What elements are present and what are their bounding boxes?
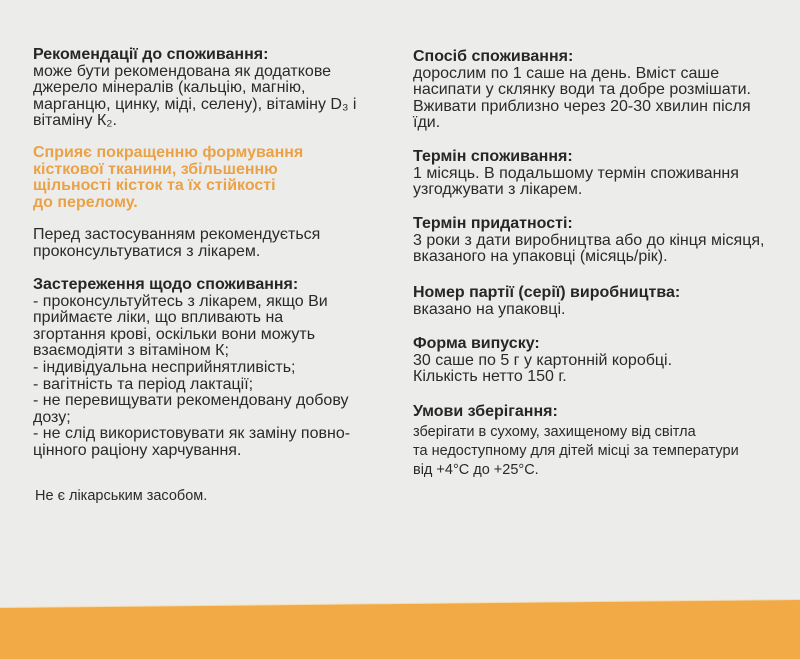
highlight-claim: Сприяє покращенню формування кісткової т…: [33, 144, 304, 211]
batch-section: Номер партії (серії) виробництва: вказан…: [413, 284, 681, 318]
text-line: взаємодіяти з вітаміном К;: [33, 342, 229, 360]
text-line: 3 роки з дати виробництва або до кінця м…: [413, 231, 765, 249]
recommendations-section: Рекомендації до споживання: може бути ре…: [33, 46, 357, 130]
text-line: цінного раціону харчування.: [33, 441, 242, 459]
storage-heading: Умови зберігання:: [413, 403, 558, 420]
duration-heading: Термін споживання:: [413, 148, 573, 165]
storage-section: Умови зберігання: зберігати в сухому, за…: [413, 403, 739, 480]
text-line: вказано на упаковці.: [413, 300, 566, 318]
text-line: дорослим по 1 саше на день. Вміст саше: [413, 64, 720, 82]
text-line: марганцю, цинку, міді, селену), вітаміну…: [33, 95, 357, 113]
duration-section: Термін споживання: 1 місяць. В подальшом…: [413, 148, 739, 199]
text-line: проконсультуватися з лікарем.: [33, 242, 261, 260]
text-line: до перелому.: [33, 193, 138, 211]
shelf-life-heading: Термін придатності:: [413, 215, 573, 232]
text-line: вказаного на упаковці (місяць/рік).: [413, 248, 668, 266]
text-line: Кількість нетто 150 г.: [413, 368, 567, 386]
usage-heading: Спосіб споживання:: [413, 48, 574, 65]
text-line: Сприяє покращенню формування: [33, 144, 304, 161]
text-line: дозу;: [33, 408, 71, 426]
text-line: Перед застосуванням рекомендується: [33, 226, 321, 243]
shelf-life-section: Термін придатності: 3 роки з дати виробн…: [413, 215, 765, 266]
text-line: - індивідуальна несприйнятливість;: [33, 358, 296, 376]
usage-section: Спосіб споживання: дорослим по 1 саше на…: [413, 48, 751, 132]
text-line: вітаміну К₂.: [33, 112, 117, 130]
text-line: від +4°C до +25°C.: [413, 461, 539, 478]
text-line: зберігати в сухому, захищеному від світл…: [413, 423, 696, 440]
text-line: кісткової тканини, збільшенню: [33, 160, 278, 178]
text-line: - не перевищувати рекомендовану добову: [33, 392, 349, 410]
text-line: - не слід використовувати як заміну повн…: [33, 425, 351, 443]
text-line: та недоступному для дітей місці за темпе…: [413, 442, 739, 459]
text-line: - вагітність та період лактації;: [33, 375, 254, 393]
text-line: їди.: [413, 114, 441, 132]
form-section: Форма випуску: 30 саше по 5 г у картонні…: [413, 335, 673, 386]
text-line: - проконсультуйтесь з лікарем, якщо Ви: [33, 292, 328, 310]
batch-heading: Номер партії (серії) виробництва:: [413, 284, 681, 301]
form-heading: Форма випуску:: [413, 335, 540, 352]
warnings-heading: Застереження щодо споживання:: [33, 276, 299, 293]
consult-note: Перед застосуванням рекомендується проко…: [33, 226, 321, 260]
text-line: щільності кісток та їх стійкості: [33, 177, 276, 195]
text-line: згортання крові, оскільки вони можуть: [33, 325, 316, 343]
text-line: узгоджувати з лікарем.: [413, 181, 583, 199]
text-line: 1 місяць. В подальшому термін споживання: [413, 164, 739, 182]
text-line: джерело мінералів (кальцію, магнію,: [33, 79, 306, 97]
not-medicine-note: Не є лікарським засобом.: [35, 488, 208, 504]
text-line: Вживати приблизно через 20-30 хвилин піс…: [413, 97, 751, 115]
text-line: може бути рекомендована як додаткове: [33, 62, 332, 80]
recommendations-heading: Рекомендації до споживання:: [33, 46, 269, 63]
text-line: 30 саше по 5 г у картонній коробці.: [413, 351, 673, 369]
warnings-section: Застереження щодо споживання: - проконсу…: [33, 276, 351, 460]
text-line: приймаєте ліки, що впливають на: [33, 309, 284, 327]
text-line: насипати у склянку води та добре розміша…: [413, 81, 751, 99]
